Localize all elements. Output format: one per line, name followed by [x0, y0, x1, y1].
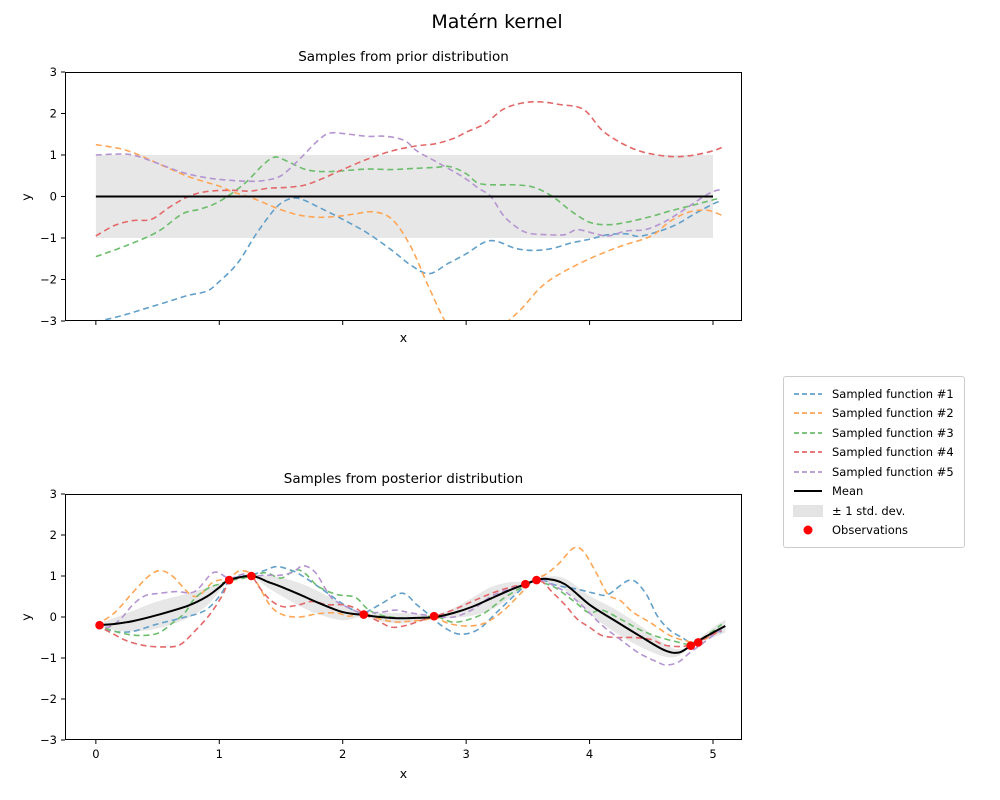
dot-swatch-icon: [803, 525, 813, 535]
legend-item: Mean: [793, 482, 954, 502]
prior-plot-title: Samples from prior distribution: [298, 49, 509, 65]
dashed-line-swatch-icon: [794, 392, 822, 395]
prior-x-axis-label: x: [399, 330, 408, 345]
dashed-line-swatch-icon: [794, 451, 822, 454]
legend-item: Observations: [793, 521, 954, 541]
std-dev-band: [95, 574, 726, 658]
y-tick-label: −3: [40, 733, 57, 747]
legend-label: Sampled function #4: [832, 445, 954, 460]
sampled-function-line-3: [95, 156, 720, 258]
figure-title: Matérn kernel: [431, 11, 563, 33]
axes-frame: [65, 494, 742, 740]
legend-item: Sampled function #2: [793, 404, 954, 424]
sampled-function-line-5: [95, 564, 723, 666]
y-tick-label: 3: [50, 65, 57, 79]
observation-point: [247, 571, 256, 581]
observation-point: [429, 611, 439, 621]
observation-point: [359, 610, 368, 619]
patch-swatch-icon: [793, 504, 823, 517]
observation-point: [95, 620, 104, 630]
prior-y-axis-label: y: [18, 192, 34, 201]
y-tick-label: 0: [50, 190, 57, 204]
y-tick-label: −2: [40, 273, 57, 287]
observation-point: [693, 638, 703, 647]
axis-ticks: −3 −2 −1 0 1 2 3: [40, 65, 714, 328]
sampled-function-line-4: [95, 101, 722, 237]
dashed-line-swatch-icon: [794, 431, 822, 434]
y-tick-label: 2: [50, 528, 57, 542]
legend-label: Sampled function #5: [832, 464, 954, 479]
x-tick-label: 1: [216, 747, 223, 761]
posterior-plot-title: Samples from posterior distribution: [283, 471, 524, 487]
y-tick-label: 2: [50, 107, 57, 121]
legend-label: Sampled function #2: [832, 406, 954, 421]
posterior-plot-canvas: 0 1 2 3 4 5 −3 −2 −1 0 1 2 3: [40, 487, 742, 761]
legend-item: ± 1 std. dev.: [793, 501, 954, 521]
axes-frame: [65, 72, 742, 321]
x-tick-label: 4: [586, 747, 593, 761]
mean-line: [95, 574, 726, 654]
y-tick-label: −1: [40, 651, 57, 665]
observation-point: [521, 579, 530, 589]
sampled-function-line-4: [95, 574, 722, 648]
posterior-y-axis-label: y: [18, 613, 34, 621]
y-tick-label: 1: [50, 148, 57, 162]
legend-label: Observations: [832, 523, 909, 538]
y-tick-label: 1: [50, 569, 57, 583]
legend-item: Sampled function #3: [793, 423, 954, 443]
prior-plot: Samples from prior distribution −3 −2 −1 0 1…: [19, 49, 742, 345]
observation-point: [224, 575, 234, 585]
sampled-function-line-2: [95, 143, 722, 321]
plot-area: [95, 546, 726, 666]
legend: Sampled function #1 Sampled function #2 Sa…: [783, 376, 965, 548]
observation-point: [686, 641, 696, 650]
x-tick-label: 5: [709, 747, 716, 761]
x-tick-label: 0: [92, 747, 99, 761]
sampled-function-line-2: [95, 546, 722, 644]
x-tick-label: 2: [339, 747, 346, 761]
legend-label: Mean: [832, 484, 864, 499]
prior-plot-canvas: −3 −2 −1 0 1 2 3: [40, 65, 742, 328]
y-tick-label: −1: [40, 231, 57, 245]
plot-area: [95, 101, 722, 321]
x-tick-label: 3: [462, 747, 469, 761]
legend-label: Sampled function #1: [832, 386, 954, 401]
legend-label: ± 1 std. dev.: [832, 503, 906, 518]
y-tick-label: −2: [40, 692, 57, 706]
y-tick-label: −3: [40, 314, 57, 328]
observation-point: [532, 575, 541, 585]
y-tick-label: 3: [50, 487, 57, 501]
legend-label: Sampled function #3: [832, 425, 954, 440]
posterior-plot: Samples from posterior distribution 0 1 2 3…: [19, 471, 742, 781]
y-tick-label: 0: [50, 610, 57, 624]
legend-item: Sampled function #1: [793, 384, 954, 404]
legend-item: Sampled function #4: [793, 443, 954, 463]
dashed-line-swatch-icon: [794, 412, 822, 415]
solid-line-swatch-icon: [794, 490, 822, 493]
legend-item: Sampled function #5: [793, 462, 954, 482]
dashed-line-swatch-icon: [794, 470, 822, 473]
sampled-function-line-3: [95, 568, 723, 646]
posterior-x-axis-label: x: [399, 766, 408, 781]
axis-ticks: 0 1 2 3 4 5 −3 −2 −1 0 1 2 3: [40, 487, 717, 761]
